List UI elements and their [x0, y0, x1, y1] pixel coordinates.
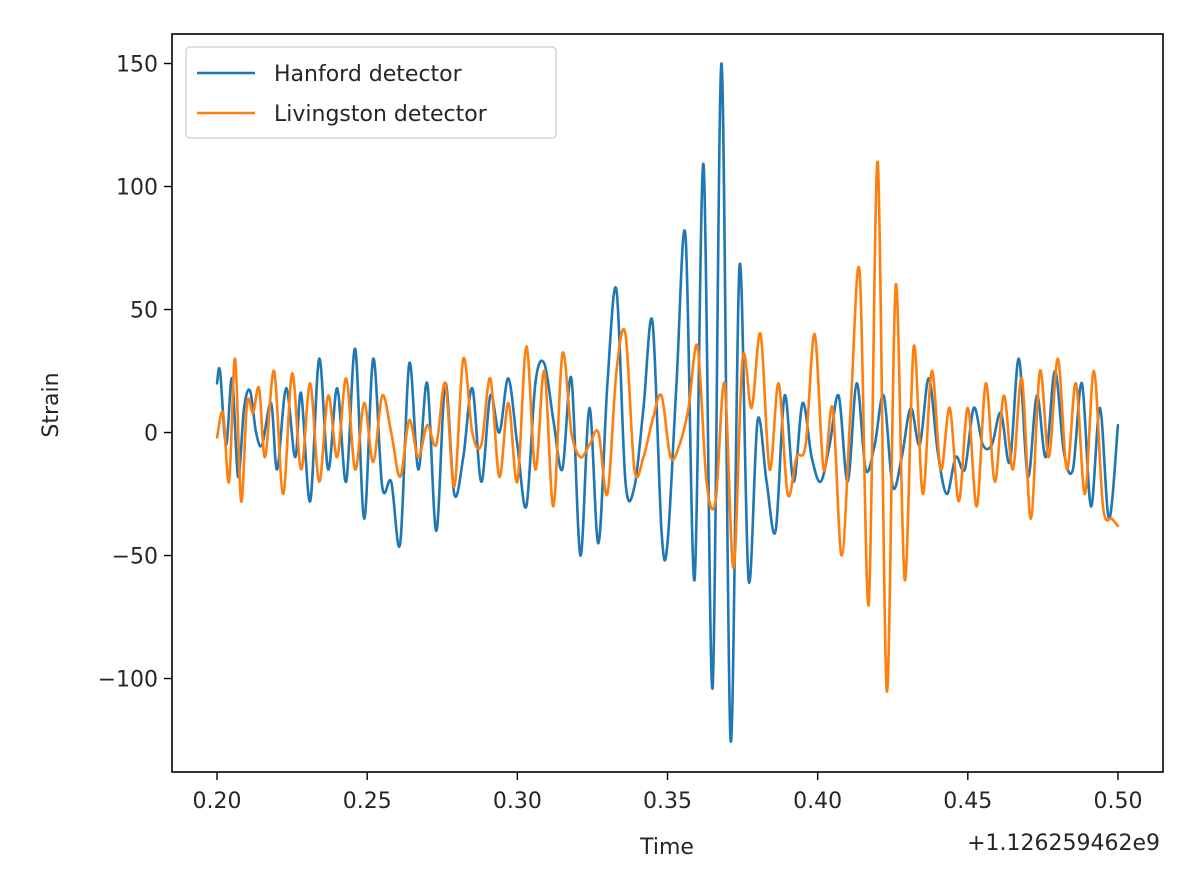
x-tick-label: 0.20 — [193, 789, 242, 814]
y-tick-label: 150 — [116, 53, 158, 78]
x-tick-label: 0.35 — [643, 789, 692, 814]
legend-label-livingston: Livingston detector — [274, 102, 488, 127]
series-line-livingston — [215, 160, 1120, 693]
x-axis: 0.20 0.25 0.30 0.35 0.40 0.45 0.50 — [193, 772, 1142, 814]
x-tick-label: 0.25 — [343, 789, 392, 814]
x-axis-title: Time — [639, 835, 694, 860]
y-tick-label: 0 — [144, 422, 158, 447]
legend: Hanford detector Livingston detector — [185, 46, 557, 139]
legend-label-hanford: Hanford detector — [274, 62, 463, 87]
legend-box — [185, 46, 557, 139]
x-tick-label: 0.45 — [943, 789, 992, 814]
y-tick-label: 100 — [116, 176, 158, 201]
y-axis: −100 −50 0 50 100 150 — [98, 53, 172, 693]
x-offset-label: +1.126259462e9 — [967, 831, 1160, 856]
x-tick-label: 0.40 — [793, 789, 842, 814]
y-tick-label: −100 — [98, 668, 158, 693]
x-tick-label: 0.50 — [1093, 789, 1142, 814]
x-tick-label: 0.30 — [493, 789, 542, 814]
y-tick-label: 50 — [130, 299, 158, 324]
y-axis-title: Strain — [39, 372, 64, 437]
series-layer — [215, 62, 1120, 743]
y-tick-label: −50 — [112, 545, 158, 570]
